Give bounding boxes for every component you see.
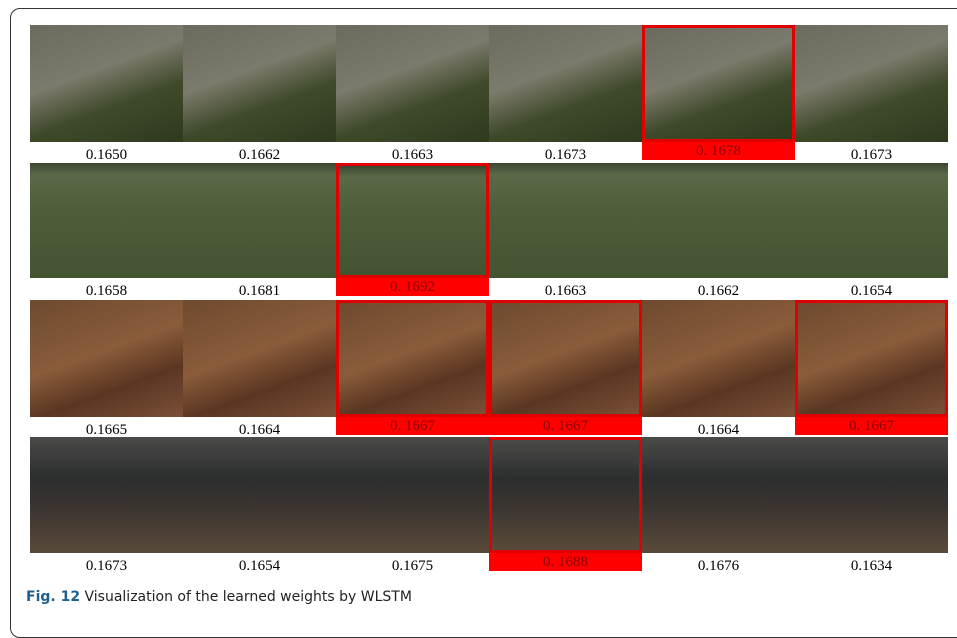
video-frame <box>642 300 795 417</box>
video-frame <box>489 25 642 142</box>
weight-label: 0.1673 <box>544 147 587 163</box>
weight-label: 0.1664 <box>697 422 740 438</box>
weight-label: 0.1658 <box>85 283 128 299</box>
weight-label: 0.1650 <box>85 147 128 163</box>
video-frame <box>795 437 948 553</box>
weight-label: 0. 1667 <box>795 417 948 435</box>
weight-label: 0.1634 <box>850 558 893 574</box>
video-frame <box>336 25 489 142</box>
weight-label: 0.1663 <box>544 283 587 299</box>
video-frame <box>336 163 489 278</box>
video-frame <box>795 25 948 142</box>
video-frame <box>183 300 336 417</box>
weight-label: 0. 1667 <box>336 417 489 435</box>
video-frame <box>183 25 336 142</box>
weight-label: 0.1664 <box>238 422 281 438</box>
video-frame <box>30 437 183 553</box>
video-frame <box>30 163 183 278</box>
video-frame <box>183 437 336 553</box>
weight-label: 0. 1688 <box>489 553 642 571</box>
video-frame <box>183 163 336 278</box>
weight-label: 0. 1678 <box>642 142 795 160</box>
weight-label: 0.1662 <box>697 283 740 299</box>
weight-label: 0.1673 <box>850 147 893 163</box>
video-frame <box>489 300 642 417</box>
weight-label: 0.1654 <box>850 283 893 299</box>
video-frame <box>336 300 489 417</box>
video-frame <box>642 163 795 278</box>
video-frame <box>642 437 795 553</box>
weight-label: 0.1662 <box>238 147 281 163</box>
weight-label: 0.1681 <box>238 283 281 299</box>
caption-label: Fig. 12 <box>26 589 81 605</box>
weight-label: 0.1663 <box>391 147 434 163</box>
video-frame <box>30 300 183 417</box>
video-frame <box>489 163 642 278</box>
caption-text: Visualization of the learned weights by … <box>84 589 412 605</box>
video-frame <box>642 25 795 142</box>
weight-label: 0.1665 <box>85 422 128 438</box>
video-frame <box>795 300 948 417</box>
weight-label: 0.1654 <box>238 558 281 574</box>
video-frame <box>489 437 642 553</box>
weight-label: 0.1676 <box>697 558 740 574</box>
weight-label: 0.1673 <box>85 558 128 574</box>
page: 0.1650 0.1662 0.1663 0.1673 0. 1678 0.1673 0.1… <box>10 8 957 638</box>
video-frame <box>336 437 489 553</box>
video-frame <box>30 25 183 142</box>
weight-label: 0.1675 <box>391 558 434 574</box>
caption: Fig. 12 Visualization of the learned wei… <box>26 589 412 605</box>
weight-label: 0. 1667 <box>489 417 642 435</box>
video-frame <box>795 163 948 278</box>
weight-label: 0. 1692 <box>336 278 489 296</box>
